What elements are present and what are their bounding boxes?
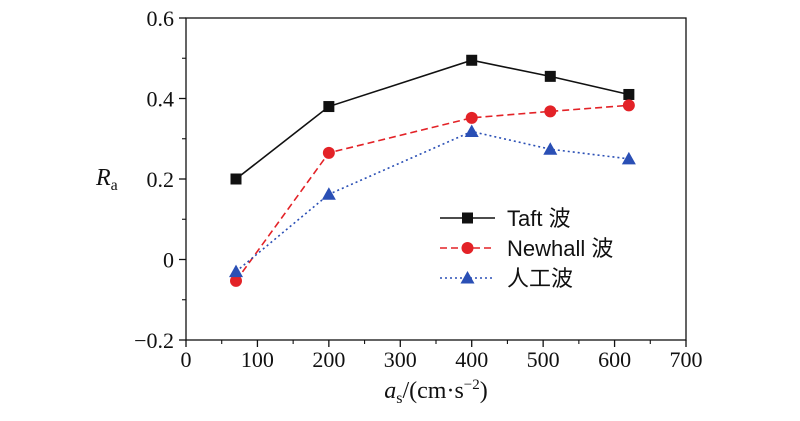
series-3-point xyxy=(543,142,558,155)
x-tick-label: 500 xyxy=(527,347,560,372)
legend-label-3: 人工波 xyxy=(507,266,573,291)
series-1-point xyxy=(544,70,556,82)
x-axis-title-var: a xyxy=(384,378,396,404)
y-tick-label: 0.6 xyxy=(147,6,175,31)
legend-label-1: Taft 波 xyxy=(507,206,571,231)
series-2-line xyxy=(235,104,629,282)
series-1-point xyxy=(623,88,635,100)
x-tick-label: 0 xyxy=(181,347,192,372)
y-tick-label: 0.4 xyxy=(147,87,175,112)
y-axis-title-var: R xyxy=(95,165,111,191)
series-1-line xyxy=(235,59,630,180)
x-tick-label: 600 xyxy=(598,347,631,372)
series-1-point xyxy=(466,54,478,66)
legend-marker-3 xyxy=(460,271,475,284)
y-tick-label: 0 xyxy=(163,248,174,273)
series-1-point xyxy=(323,101,335,113)
x-tick-label: 100 xyxy=(241,347,274,372)
series-1-point xyxy=(230,173,242,185)
y-tick-label: 0.2 xyxy=(147,167,175,192)
series-2-point xyxy=(465,111,478,124)
legend-marker-1 xyxy=(462,212,473,224)
x-axis-title: as/(cm·s−2) xyxy=(384,377,488,407)
y-tick-label: −0.2 xyxy=(134,328,174,353)
plot-area xyxy=(185,17,687,341)
series-3-point xyxy=(464,124,479,138)
legend-label-2: Newhall 波 xyxy=(507,236,613,261)
series-2-point xyxy=(322,146,335,159)
x-axis-title-units: /(cm·s xyxy=(402,378,463,404)
series-2-point xyxy=(230,274,242,287)
x-tick-label: 400 xyxy=(455,347,488,372)
legend-marker-2 xyxy=(461,242,474,254)
series-3-point xyxy=(321,187,336,200)
y-axis-title: Ra xyxy=(95,165,118,194)
series-3-point xyxy=(229,264,243,278)
y-axis-title-sub: a xyxy=(111,177,118,194)
series-2-point xyxy=(544,105,557,118)
series-3 xyxy=(229,124,636,278)
x-tick-label: 300 xyxy=(384,347,417,372)
series-2-point xyxy=(622,99,635,112)
x-axis-title-close: ) xyxy=(480,378,488,404)
x-axis-title-sub: s xyxy=(396,390,402,407)
series-3-point xyxy=(621,151,636,165)
series-layer xyxy=(229,54,636,287)
x-axis-ticks: 0 100 200 300 400 500 600 700 xyxy=(181,340,703,372)
x-tick-label: 700 xyxy=(670,347,703,372)
x-axis-title-sup: −2 xyxy=(464,377,480,393)
y-axis-ticks: −0.2 0 0.2 0.4 0.6 xyxy=(134,6,186,353)
series-1 xyxy=(230,54,635,185)
x-tick-label: 200 xyxy=(312,347,345,372)
series-2 xyxy=(230,99,635,287)
